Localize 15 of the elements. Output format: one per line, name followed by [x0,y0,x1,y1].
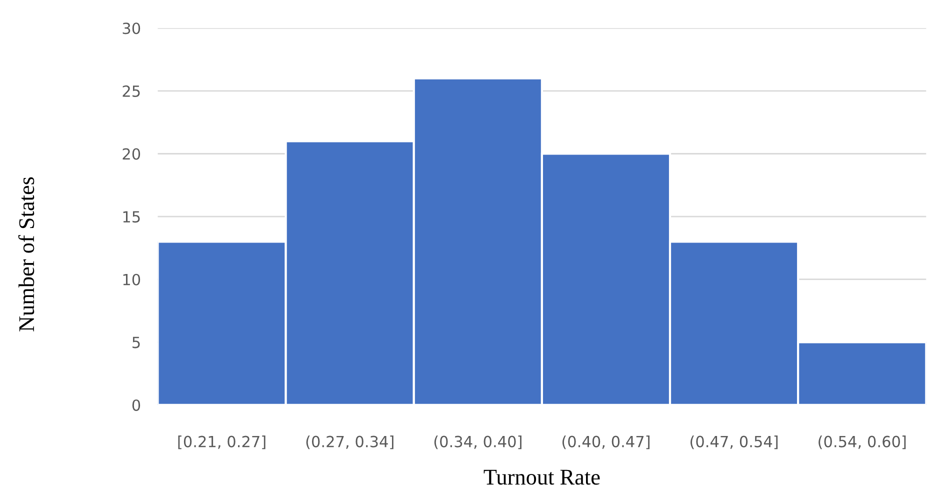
y-tick-label: 10 [123,274,140,286]
x-tick-label: (0.54, 0.60] [818,436,906,450]
y-tick-label: 5 [132,336,140,348]
y-tick-label: 20 [122,148,140,160]
x-tick-label: [0.21, 0.27] [178,436,266,450]
x-tick-label: (0.27, 0.34] [306,436,394,450]
y-tick-label: 25 [122,85,140,97]
y-axis-title: Number of States [18,177,34,332]
x-tick-label: (0.34, 0.40] [434,436,522,450]
x-axis-title: Turnout Rate [484,470,600,485]
y-tick-label: 30 [122,22,140,34]
x-tick-label: (0.47, 0.54] [690,436,778,450]
x-tick-label: (0.40, 0.47] [562,436,650,450]
y-tick-label: 15 [123,211,140,223]
y-tick-label: 0 [132,399,140,411]
